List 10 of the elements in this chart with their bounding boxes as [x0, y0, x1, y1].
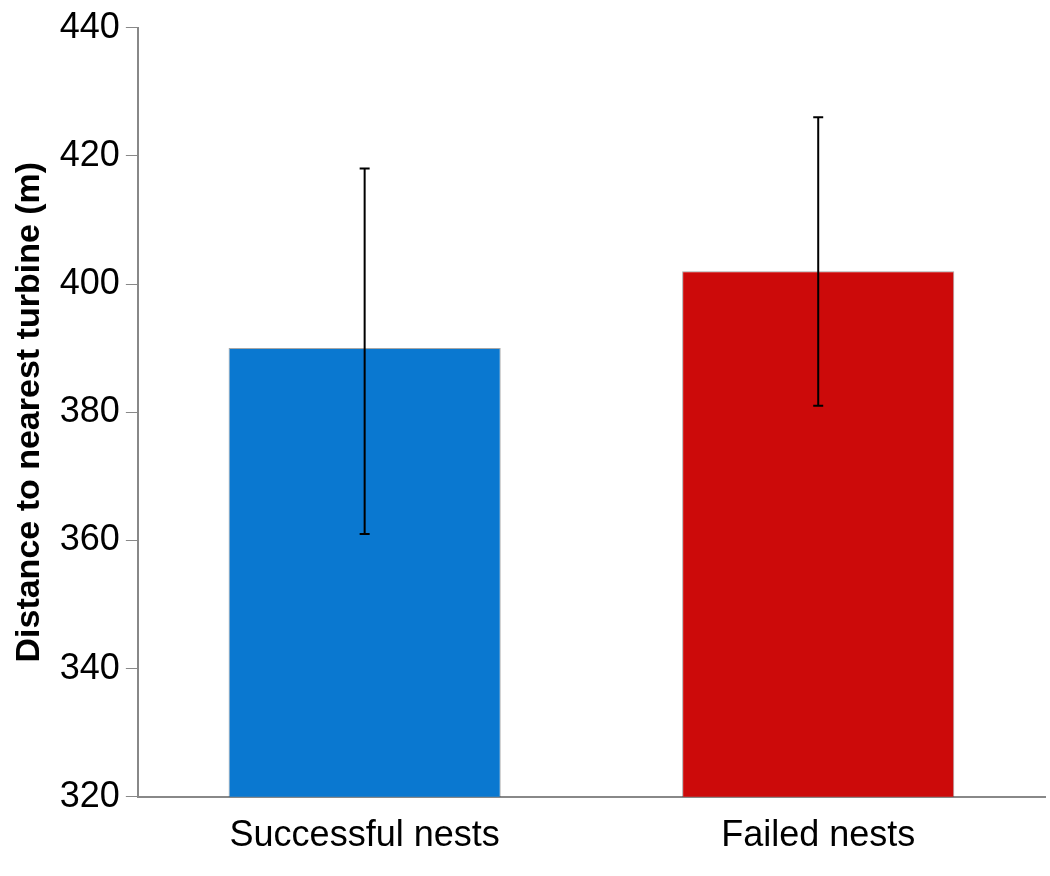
y-tick-label: 340 — [59, 645, 120, 687]
y-tick-label: 440 — [59, 4, 120, 46]
y-tick-label: 420 — [59, 132, 120, 174]
y-tick-label: 400 — [59, 260, 120, 302]
y-tick-label: 380 — [59, 389, 120, 431]
y-tick-label: 360 — [59, 517, 120, 559]
x-tick-label: Failed nests — [721, 813, 916, 855]
y-axis-title: Distance to nearest turbine (m) — [7, 161, 46, 663]
y-tick-label: 320 — [59, 773, 120, 815]
x-tick-label: Successful nests — [229, 813, 500, 855]
